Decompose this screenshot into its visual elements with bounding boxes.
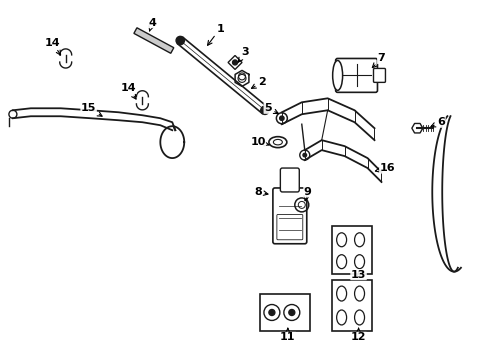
Bar <box>260 293 309 332</box>
Text: 3: 3 <box>238 48 248 62</box>
Circle shape <box>232 60 237 65</box>
Ellipse shape <box>336 286 346 301</box>
Circle shape <box>176 36 184 45</box>
FancyBboxPatch shape <box>335 58 377 92</box>
Ellipse shape <box>336 310 346 325</box>
Text: 16: 16 <box>375 163 394 173</box>
Text: 14: 14 <box>121 84 136 99</box>
Ellipse shape <box>336 255 346 269</box>
Circle shape <box>279 116 284 121</box>
FancyBboxPatch shape <box>276 215 302 240</box>
Text: 2: 2 <box>251 77 265 88</box>
Text: 9: 9 <box>303 187 311 201</box>
Text: 7: 7 <box>371 54 385 68</box>
Bar <box>331 226 371 274</box>
Text: 12: 12 <box>350 328 366 342</box>
Circle shape <box>288 310 294 315</box>
Polygon shape <box>134 28 173 53</box>
Ellipse shape <box>354 255 364 269</box>
FancyBboxPatch shape <box>373 68 385 82</box>
Text: 8: 8 <box>254 187 267 197</box>
Text: 1: 1 <box>207 24 224 45</box>
Text: 14: 14 <box>45 37 61 55</box>
Text: 13: 13 <box>350 270 366 280</box>
Circle shape <box>303 153 306 157</box>
Ellipse shape <box>273 139 282 145</box>
FancyBboxPatch shape <box>280 168 299 192</box>
Text: 10: 10 <box>250 137 268 147</box>
Ellipse shape <box>354 233 364 247</box>
Text: 6: 6 <box>430 117 444 127</box>
Circle shape <box>268 310 274 315</box>
Text: 15: 15 <box>81 103 102 116</box>
Ellipse shape <box>332 60 342 90</box>
Ellipse shape <box>354 286 364 301</box>
Text: 11: 11 <box>280 328 295 342</box>
Bar <box>331 280 371 332</box>
Text: 5: 5 <box>264 103 278 113</box>
Circle shape <box>260 106 268 114</box>
Polygon shape <box>227 55 242 69</box>
Text: 4: 4 <box>148 18 156 31</box>
Polygon shape <box>177 37 267 113</box>
Ellipse shape <box>268 137 286 148</box>
Ellipse shape <box>336 233 346 247</box>
Ellipse shape <box>354 310 364 325</box>
FancyBboxPatch shape <box>272 188 306 244</box>
